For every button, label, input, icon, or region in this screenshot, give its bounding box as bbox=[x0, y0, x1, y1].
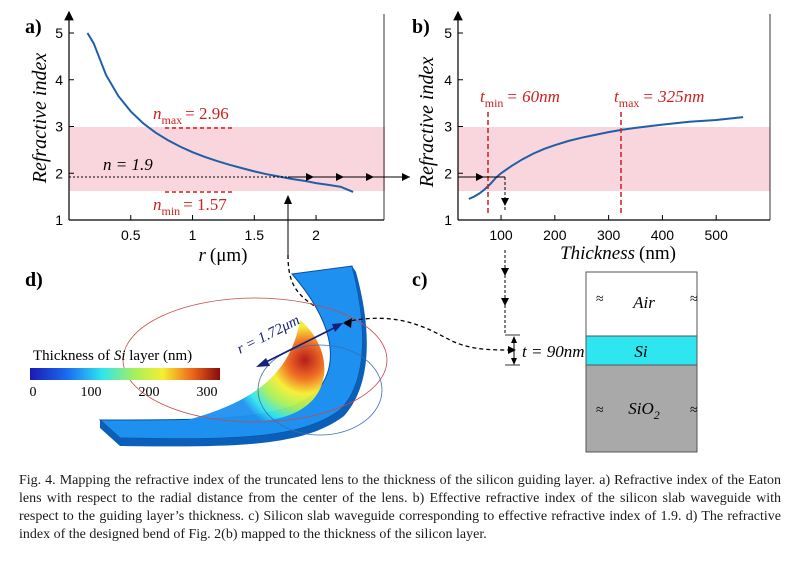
panel-b-x-ticks: 100 200 300 400 500 bbox=[489, 215, 728, 243]
panel-a-band bbox=[69, 127, 385, 191]
panel-b-y-ticks: 1 2 3 4 5 bbox=[444, 25, 463, 228]
panel-b-ytick-label: 5 bbox=[444, 25, 452, 41]
panel-a-nmin-label: nmin = 1.57 bbox=[153, 195, 227, 218]
figure-caption: Fig. 4. Mapping the refractive index of … bbox=[19, 473, 781, 542]
panel-b-ytick-label: 4 bbox=[444, 72, 452, 88]
panel-a-y-ticks: 1 2 3 4 5 bbox=[55, 25, 74, 228]
panel-a-label: a) bbox=[25, 16, 42, 38]
panel-a-ytick-label: 4 bbox=[55, 72, 63, 88]
panel-b-tmax-label: tmax = 325nm bbox=[614, 87, 704, 110]
panel-a-xlabel: r (μm) bbox=[198, 245, 247, 266]
panel-b-xtick-label: 300 bbox=[597, 227, 621, 243]
panel-c: c) Air Si SiO2 ≈ ≈ ≈ ≈ t = 90nm bbox=[412, 250, 698, 453]
colorbar bbox=[30, 368, 220, 380]
layer-air bbox=[585, 271, 698, 337]
panel-d-label: d) bbox=[25, 269, 43, 291]
panel-a-index-curve bbox=[86, 32, 354, 193]
panel-a-xtick-label: 2 bbox=[312, 227, 320, 243]
layer-air-label: Air bbox=[632, 293, 655, 312]
panel-a-n-line-label: n = 1.9 bbox=[103, 155, 153, 174]
layer-si-label: Si bbox=[634, 342, 648, 361]
colorbar-tick-100: 100 bbox=[81, 385, 102, 400]
colorbar-tick-0: 0 bbox=[30, 385, 37, 400]
panel-a-nmax-label: nmax = 2.96 bbox=[153, 104, 229, 127]
panel-b-ytick-label: 3 bbox=[444, 119, 452, 135]
panel-b-band bbox=[458, 127, 770, 191]
layer-si bbox=[585, 335, 698, 366]
panel-b-ylabel: Refractive index bbox=[416, 57, 438, 189]
panel-a-xtick-label: 0.5 bbox=[121, 227, 141, 243]
colorbar-title: Thickness of Si layer (nm) bbox=[33, 348, 192, 364]
panel-b: 1 2 3 4 5 100 200 300 400 500 b) Refractive inde… bbox=[412, 10, 771, 264]
panel-b-xlabel: Thickness (nm) bbox=[560, 243, 676, 264]
panel-a-x-ticks: 0.5 1 1.5 2 bbox=[121, 215, 320, 243]
panel-a-ytick-label: 1 bbox=[55, 212, 63, 228]
panel-a-xtick-label: 1 bbox=[189, 227, 197, 243]
panel-b-ytick-label: 1 bbox=[444, 212, 452, 228]
thickness-label: t = 90nm bbox=[522, 342, 584, 361]
break-mark-air-right: ≈ bbox=[690, 292, 698, 307]
panel-b-xtick-label: 100 bbox=[489, 227, 513, 243]
panel-a-ytick-label: 5 bbox=[55, 25, 63, 41]
colorbar-tick-200: 200 bbox=[139, 385, 160, 400]
colorbar-tick-300: 300 bbox=[197, 385, 218, 400]
panel-d: d) r = 1.72μm Thickness of Si layer (nm)… bbox=[25, 265, 516, 447]
figure: 1 2 3 4 5 0.5 1 1.5 2 a) Refractive index r (μm)… bbox=[25, 10, 771, 453]
layer-sio2 bbox=[585, 364, 698, 453]
panel-a-ytick-label: 2 bbox=[55, 165, 63, 181]
panel-b-tmin-label: tmin = 60nm bbox=[480, 87, 560, 110]
panel-a-xtick-label: 1.5 bbox=[245, 227, 265, 243]
break-mark-sio2-left: ≈ bbox=[596, 403, 604, 418]
panel-b-ytick-label: 2 bbox=[444, 165, 452, 181]
panel-c-label: c) bbox=[412, 269, 428, 291]
panel-b-xtick-label: 500 bbox=[705, 227, 729, 243]
break-mark-air-left: ≈ bbox=[596, 292, 604, 307]
panel-b-xtick-label: 400 bbox=[651, 227, 675, 243]
panel-b-label: b) bbox=[412, 16, 430, 38]
panel-a-ylabel: Refractive index bbox=[29, 53, 51, 185]
panel-b-xtick-label: 200 bbox=[543, 227, 567, 243]
layer-sio2-label: SiO2 bbox=[628, 399, 660, 422]
break-mark-sio2-right: ≈ bbox=[690, 403, 698, 418]
panel-a-ytick-label: 3 bbox=[55, 119, 63, 135]
panel-a: 1 2 3 4 5 0.5 1 1.5 2 a) Refractive index r (μm)… bbox=[25, 10, 385, 266]
